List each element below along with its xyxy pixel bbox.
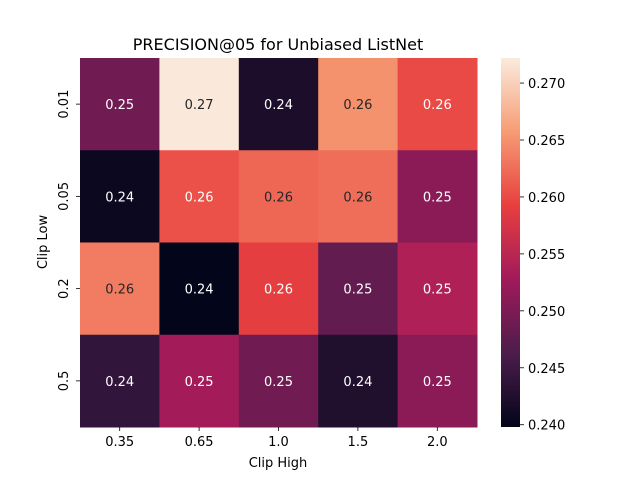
x-tick-label: 2.0 xyxy=(427,435,448,450)
heatmap-cell xyxy=(318,58,399,151)
colorbar-tick-label: 0.270 xyxy=(528,77,565,92)
x-tick-label: 1.0 xyxy=(268,435,289,450)
cell-value-label: 0.24 xyxy=(264,98,293,113)
heatmap-cell xyxy=(397,242,478,336)
colorbar-gradient xyxy=(501,58,520,427)
cell-value-label: 0.25 xyxy=(264,375,293,390)
cell-value-label: 0.24 xyxy=(105,190,134,205)
cell-value-label: 0.25 xyxy=(423,375,452,390)
heatmap-cell xyxy=(80,150,160,243)
chart-title: PRECISION@05 for Unbiased ListNet xyxy=(133,35,423,54)
heatmap-cell xyxy=(80,242,160,336)
heatmap-cell xyxy=(318,242,399,336)
heatmap-cell xyxy=(159,242,240,336)
y-axis-label: Clip Low xyxy=(36,214,51,269)
colorbar: 0.240 0.245 0.250 0.255 0.260 0.265 0.270 xyxy=(501,58,565,434)
cell-value-label: 0.26 xyxy=(105,283,134,298)
x-tick-label: 1.5 xyxy=(348,435,369,450)
heatmap-cell xyxy=(238,150,319,243)
heatmap-cell xyxy=(159,58,240,151)
cell-value-label: 0.26 xyxy=(343,190,372,205)
heatmap-cells xyxy=(80,58,478,428)
cell-value-label: 0.25 xyxy=(343,283,372,298)
cell-value-label: 0.25 xyxy=(423,190,452,205)
heatmap-cell xyxy=(318,334,399,428)
heatmap-cell xyxy=(238,334,319,428)
x-axis-label: Clip High xyxy=(249,456,308,471)
cell-value-label: 0.25 xyxy=(423,283,452,298)
heatmap-cell xyxy=(159,334,240,428)
colorbar-tick-label: 0.240 xyxy=(528,419,565,434)
heatmap-cell xyxy=(397,334,478,428)
heatmap-cell xyxy=(397,58,478,151)
x-tick-label: 0.35 xyxy=(105,435,134,450)
x-tick-label: 0.65 xyxy=(185,435,214,450)
x-axis-ticks: 0.35 0.65 1.0 1.5 2.0 xyxy=(105,427,448,450)
heatmap-cell xyxy=(238,58,319,151)
cell-value-label: 0.24 xyxy=(185,283,214,298)
heatmap-cell xyxy=(159,150,240,243)
y-tick-label: 0.01 xyxy=(57,90,72,119)
y-tick-label: 0.5 xyxy=(57,371,72,392)
cell-value-label: 0.26 xyxy=(264,190,293,205)
heatmap-cell xyxy=(397,150,478,243)
y-axis-ticks: 0.01 0.05 0.2 0.5 xyxy=(57,90,80,392)
cell-value-label: 0.26 xyxy=(185,190,214,205)
heatmap-cell xyxy=(80,334,160,428)
heatmap-cell xyxy=(238,242,319,336)
y-tick-label: 0.2 xyxy=(57,278,72,299)
cell-value-label: 0.25 xyxy=(105,98,134,113)
heatmap-cell xyxy=(80,58,160,151)
colorbar-tick-label: 0.265 xyxy=(528,134,565,149)
colorbar-tick-label: 0.250 xyxy=(528,305,565,320)
colorbar-tick-label: 0.260 xyxy=(528,191,565,206)
cell-value-label: 0.24 xyxy=(105,375,134,390)
cell-value-label: 0.26 xyxy=(423,98,452,113)
cell-value-label: 0.27 xyxy=(185,98,214,113)
heatmap-cell xyxy=(318,150,399,243)
heatmap-cell-labels: 0.25 0.27 0.24 0.26 0.26 0.24 0.26 0.26 0.26 0.25… xyxy=(105,98,452,390)
cell-value-label: 0.24 xyxy=(343,375,372,390)
cell-value-label: 0.26 xyxy=(343,98,372,113)
y-tick-label: 0.05 xyxy=(57,182,72,211)
colorbar-tick-label: 0.255 xyxy=(528,248,565,263)
colorbar-tick-label: 0.245 xyxy=(528,362,565,377)
cell-value-label: 0.25 xyxy=(185,375,214,390)
cell-value-label: 0.26 xyxy=(264,283,293,298)
